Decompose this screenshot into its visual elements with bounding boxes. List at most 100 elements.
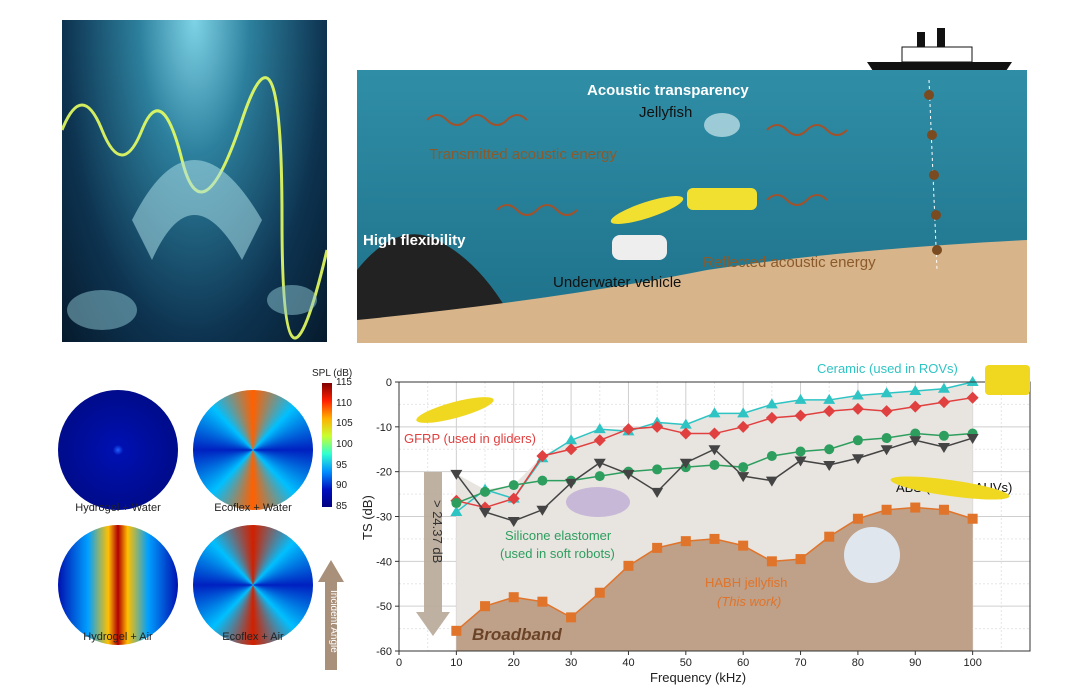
data-point (565, 478, 578, 489)
data-point (823, 460, 836, 471)
y-tick-label: -10 (376, 422, 392, 434)
data-point (679, 427, 692, 440)
data-point (851, 389, 864, 400)
silicone-label-2: (used in soft robots) (500, 546, 615, 561)
broadband-label: Broadband (472, 625, 562, 644)
colorbar-tick: 100 (336, 439, 353, 450)
data-point (565, 434, 578, 445)
data-point (594, 471, 605, 482)
data-point (652, 542, 663, 553)
data-point (766, 450, 777, 461)
data-point (450, 506, 463, 517)
data-point (938, 504, 949, 515)
data-point (795, 446, 806, 457)
fish-robot-illustration (566, 487, 630, 517)
x-tick-label: 50 (680, 657, 692, 669)
colorbar-tick: 110 (336, 397, 352, 409)
series-triangle-down (450, 434, 979, 527)
data-point (679, 418, 692, 429)
series-group (450, 376, 979, 636)
colorbar-title: SPL (dB) (312, 368, 353, 379)
x-axis-label: Frequency (kHz) (650, 670, 746, 685)
data-point (537, 596, 548, 607)
x-tick-label: 60 (737, 657, 749, 669)
x-tick-label: 10 (450, 657, 462, 669)
data-point (794, 393, 807, 404)
data-point (880, 445, 893, 456)
data-point (851, 454, 864, 465)
incident-angle-arrow: Incident Angle (318, 560, 344, 670)
habh-area (456, 507, 973, 651)
y-tick-label: 0 (386, 377, 392, 389)
data-point (765, 476, 778, 487)
data-point (451, 498, 462, 509)
data-point (881, 433, 892, 444)
data-point (937, 382, 950, 393)
data-point (680, 536, 691, 547)
sim-hydrogel-air (58, 525, 178, 645)
x-tick-label: 30 (565, 657, 577, 669)
panel-label: Hydrogel + Air (83, 631, 153, 643)
data-point (536, 505, 549, 516)
data-point (738, 540, 749, 551)
data-point (593, 458, 606, 469)
transmitted-energy-label: Transmitted acoustic energy (429, 146, 617, 163)
data-point (480, 601, 491, 612)
scene-art (357, 79, 1027, 343)
y-tick-label: -20 (376, 467, 392, 479)
data-point (737, 420, 750, 433)
data-point (966, 376, 979, 386)
panel-label: Ecoflex + Air (222, 631, 284, 643)
data-point (679, 458, 692, 469)
x-tick-label: 90 (909, 657, 921, 669)
ocean-scene: Acoustic transparency Jellyfish Transmit… (357, 70, 1027, 343)
data-point (708, 445, 721, 456)
data-point (708, 427, 721, 440)
data-point (910, 502, 921, 513)
y-axis-label: TS (dB) (360, 495, 375, 540)
data-point (709, 533, 720, 544)
jellyfish-render-image (62, 20, 327, 342)
data-point (622, 469, 635, 480)
data-point (737, 472, 750, 483)
y-tick-label: -50 (376, 601, 392, 613)
data-point (507, 516, 520, 527)
data-point (708, 407, 721, 418)
data-point (651, 487, 664, 498)
sim-ecoflex-air (193, 525, 313, 645)
data-point (508, 480, 519, 491)
data-point (537, 475, 548, 486)
habh-label-2: (This work) (717, 594, 781, 609)
data-point (765, 411, 778, 424)
reflected-energy-label: Reflected acoustic energy (703, 254, 876, 271)
data-point (852, 435, 863, 446)
axes: 0 10 20 30 40 50 60 70 80 90 100 0 -10 -20 -30 -40 -50 -6… (376, 377, 1031, 669)
data-point (937, 396, 950, 409)
data-point (566, 612, 577, 623)
data-point (794, 409, 807, 422)
panel-label: Ecoflex + Water (214, 502, 292, 514)
rov-illustration (985, 365, 1030, 395)
data-point (909, 436, 922, 447)
data-point (508, 592, 519, 603)
data-point (851, 402, 864, 415)
colorbar-tick: 105 (336, 418, 353, 430)
data-point (880, 387, 893, 398)
data-point (536, 449, 549, 462)
glider-illustration (416, 397, 494, 423)
data-point (766, 556, 777, 567)
data-point (966, 434, 979, 445)
render-art (62, 76, 327, 340)
y-tick-label: -60 (376, 646, 392, 658)
y-tick-label: -30 (376, 512, 392, 524)
data-point (880, 405, 893, 418)
reduction-label: > 24.37 dB (430, 500, 445, 563)
colorbar-tick: 115 (336, 377, 352, 388)
data-point (450, 469, 463, 480)
jellyfish-label: Jellyfish (639, 104, 693, 121)
data-point (593, 434, 606, 447)
habh-label-1: HABH jellyfish (705, 575, 787, 590)
high-flexibility-label: High flexibility (363, 232, 466, 249)
